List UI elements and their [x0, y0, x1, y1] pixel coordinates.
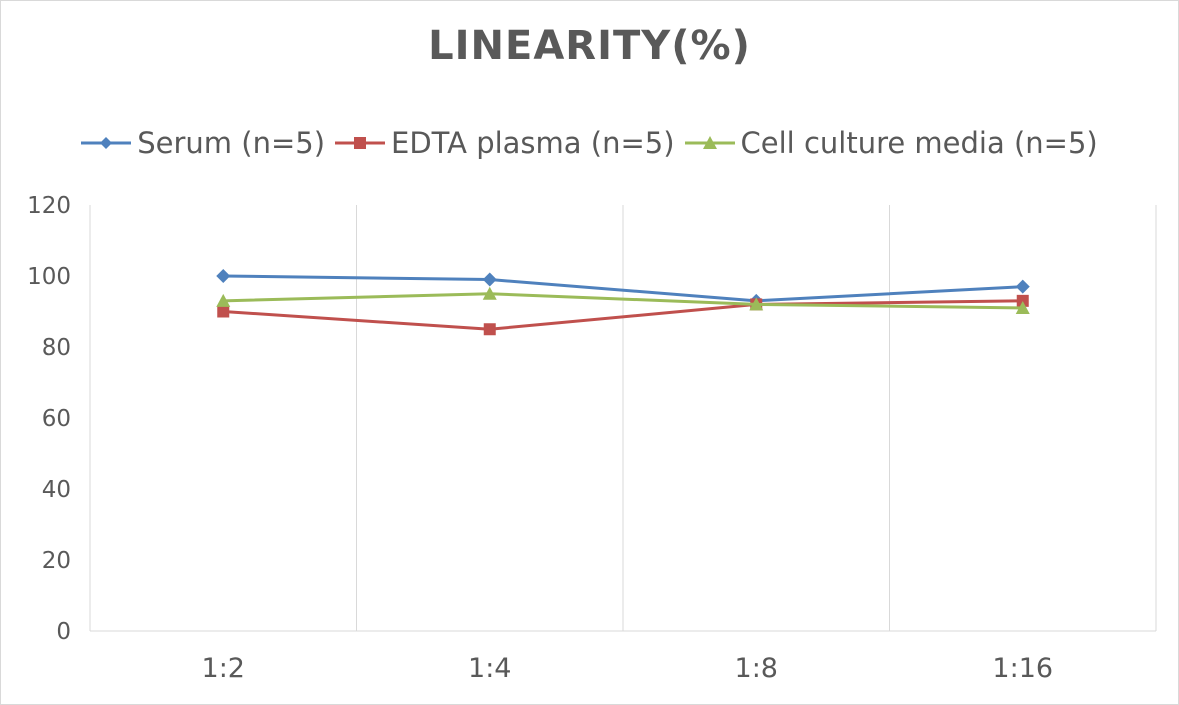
y-tick-label: 120	[27, 193, 71, 219]
data-point-cell-culture-media	[749, 297, 764, 311]
legend-marker-serum	[81, 137, 132, 149]
legend-label-serum: Serum (n=5)	[137, 126, 326, 160]
legend-item-edta-plasma: EDTA plasma (n=5)	[335, 126, 675, 160]
data-point-cell-culture-media	[482, 286, 497, 300]
y-tick-label: 80	[42, 335, 71, 361]
legend-marker-edta-plasma	[335, 137, 386, 149]
legend-item-cell-culture-media: Cell culture media (n=5)	[684, 126, 1098, 160]
y-tick-label: 100	[27, 264, 71, 290]
series-line-0	[223, 274, 1023, 303]
x-tick-label: 1:2	[202, 653, 245, 684]
x-tick-label: 1:4	[468, 653, 511, 684]
x-tick-label: 1:16	[992, 653, 1053, 684]
legend-label-edta-plasma: EDTA plasma (n=5)	[391, 126, 675, 160]
data-point-edta-plasma	[217, 305, 230, 318]
y-tick-label: 60	[42, 406, 71, 432]
chart-legend: Serum (n=5) EDTA plasma (n=5) Cell cultu…	[1, 123, 1178, 163]
legend-label-cell-culture-media: Cell culture media (n=5)	[740, 126, 1098, 160]
series-line-2	[223, 292, 1023, 310]
data-point-cell-culture-media	[216, 293, 231, 307]
data-point-serum	[482, 272, 497, 287]
y-tick-label: 0	[56, 619, 71, 645]
series-line-1	[223, 299, 1023, 331]
y-tick-label: 40	[42, 477, 71, 503]
chart-title: LINEARITY(%)	[428, 23, 751, 69]
legend-marker-cell-culture-media	[684, 136, 735, 149]
data-point-serum	[216, 269, 231, 283]
x-tick-label: 1:8	[735, 653, 778, 684]
data-point-cell-culture-media	[1015, 300, 1030, 314]
legend-item-serum: Serum (n=5)	[81, 126, 325, 160]
data-point-edta-plasma	[483, 323, 496, 336]
data-point-serum	[1015, 279, 1030, 294]
y-tick-label: 20	[42, 548, 71, 574]
data-point-edta-plasma	[1016, 294, 1029, 307]
